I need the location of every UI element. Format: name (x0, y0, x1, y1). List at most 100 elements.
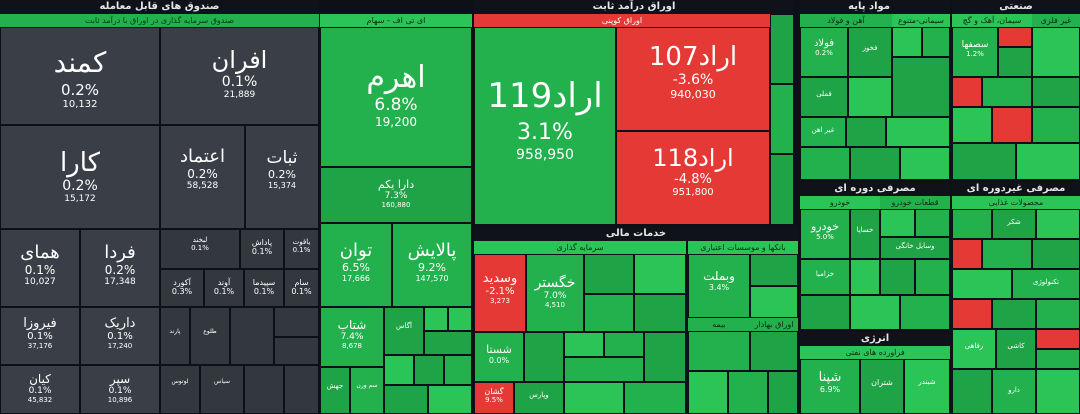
etf-tile-shetab[interactable]: شتاب 7.4% 8,678 (320, 307, 384, 367)
etf-tile-tavan[interactable]: توان 6.5% 17,666 (320, 223, 392, 307)
ind-tile-small[interactable] (952, 143, 1016, 180)
fin-tile-small[interactable] (750, 254, 798, 286)
cyc-tile-small[interactable] (915, 259, 950, 295)
fixed-tile-arad118[interactable]: اراد118 -4.8% 951,800 (616, 131, 770, 225)
etf-tile-small[interactable] (384, 355, 414, 385)
fin-tile-small[interactable] (688, 371, 728, 414)
ind-tile-small[interactable] (1032, 107, 1080, 143)
etf-tile-small[interactable] (384, 385, 428, 414)
fin-tile-vaparse[interactable]: وپارس (514, 382, 564, 414)
fin-tile-small[interactable] (728, 371, 768, 414)
etf-tile-ahrom[interactable]: اهرم 6.8% 19,200 (320, 27, 472, 167)
etf-tile-samvarn[interactable]: سم ورن (350, 367, 384, 414)
fin-tile-small[interactable] (564, 382, 624, 414)
fixed-tile-small[interactable] (770, 84, 794, 154)
energy-tile-shtran[interactable]: شتران (860, 359, 904, 414)
fund-tile-firuza[interactable]: فیروزا 0.1% 37,176 (0, 307, 80, 365)
fin-tile-small[interactable] (624, 382, 686, 414)
fin-tile-vbmellat[interactable]: وبملت 3.4% (688, 254, 750, 318)
cyc-tile-khzamia[interactable]: خزامیا (800, 259, 850, 295)
fixed-tile-arad119[interactable]: اراد119 3.1% 958,950 (474, 27, 616, 225)
base-tile-small[interactable] (900, 147, 950, 180)
noncyc-tile-small[interactable] (1036, 349, 1080, 369)
fund-tile-small[interactable] (274, 337, 319, 365)
ind-tile-kashi[interactable]: کاشی (996, 329, 1036, 369)
etf-tile-small[interactable] (424, 307, 448, 331)
base-tile-small[interactable] (800, 147, 850, 180)
fund-tile-small[interactable] (284, 365, 319, 414)
fund-tile-darik[interactable]: داریک 0.1% 17,240 (80, 307, 160, 365)
fund-tile-kamand[interactable]: کمند 0.2% 10,132 (0, 27, 160, 125)
noncyc-tile-small[interactable] (992, 299, 1036, 329)
base-tile-fmeli[interactable]: فملی (800, 77, 848, 117)
cyc-tile-small[interactable] (850, 259, 880, 295)
fin-tile-small[interactable] (584, 254, 634, 294)
fin-tile-gshan[interactable]: گشان 9.5% (474, 382, 514, 414)
cyc-tile-khodro[interactable]: خودرو 5.0% (800, 209, 850, 259)
etf-tile-palayesh[interactable]: پالایش 9.2% 147,570 (392, 223, 472, 307)
cyc-tile-small[interactable] (880, 259, 915, 295)
base-tile-small[interactable] (922, 27, 950, 57)
fund-tile-etemad[interactable]: اعتماد 0.2% 58,528 (160, 125, 245, 229)
fund-tile-akord[interactable]: آکورد 0.3% (160, 269, 204, 307)
etf-tile-small[interactable] (424, 331, 472, 355)
fund-tile-padash[interactable]: پاداش 0.1% (240, 229, 284, 269)
ind-tile-small[interactable] (1016, 143, 1080, 180)
fund-tile-avand[interactable]: آوند 0.1% (204, 269, 244, 307)
fund-tile-afran[interactable]: افران 0.1% 21,889 (160, 27, 319, 125)
etf-tile-jahesh[interactable]: جهش (320, 367, 350, 414)
noncyc-tile-small[interactable] (982, 239, 1032, 269)
noncyc-tile-small[interactable] (1036, 369, 1080, 414)
noncyc-tile-technology[interactable]: تکنولوژی (1012, 269, 1080, 299)
ind-tile-small[interactable] (1032, 77, 1080, 107)
cyc-tile-khsapa[interactable]: خساپا (850, 209, 880, 259)
fund-tile-tolu[interactable]: طلوع (190, 307, 230, 365)
noncyc-tile-daru[interactable]: دارو (992, 369, 1036, 414)
fixed-tile-small[interactable] (770, 14, 794, 84)
cyc-tile-appliances[interactable]: وسایل خانگی (880, 237, 950, 259)
cyc-tile-small[interactable] (880, 209, 915, 237)
fund-tile-kian[interactable]: کیان 0.1% 45,832 (0, 365, 80, 414)
fin-tile-small[interactable] (634, 254, 686, 294)
fund-tile-labkhand[interactable]: لبخند 0.1% (160, 229, 240, 269)
fin-tile-small[interactable] (564, 357, 644, 382)
fixed-tile-arad107[interactable]: اراد107 -3.6% 940,030 (616, 27, 770, 131)
base-tile-foolad[interactable]: فولاد 0.2% (800, 27, 848, 77)
fin-tile-small[interactable] (524, 332, 564, 382)
noncyc-tile-small[interactable] (1032, 239, 1080, 269)
fund-tile-yaghut[interactable]: یاقوت 0.1% (284, 229, 319, 269)
base-tile-small[interactable] (886, 117, 950, 147)
base-tile-small[interactable] (850, 147, 900, 180)
base-tile-small[interactable] (892, 27, 922, 57)
base-tile-small[interactable] (848, 77, 892, 117)
etf-tile-agas[interactable]: آگاس (384, 307, 424, 355)
noncyc-tile-small[interactable] (1036, 329, 1080, 349)
cyc-tile-small[interactable] (800, 295, 850, 330)
ind-tile-sesfaha[interactable]: سصفها 1.2% (952, 27, 998, 77)
base-tile-fkhuz[interactable]: فخوز (848, 27, 892, 77)
ind-tile-small[interactable] (982, 77, 1032, 107)
fund-tile-sabat[interactable]: ثبات 0.2% 15,374 (245, 125, 319, 229)
base-tile-small[interactable] (892, 57, 950, 117)
ind-tile-small[interactable] (992, 107, 1032, 143)
energy-tile-shbandar[interactable]: شبندر (904, 359, 950, 414)
fund-tile-sam[interactable]: سام 0.1% (284, 269, 319, 307)
etf-tile-dara-yekom[interactable]: دارا یکم 7.3% 160,880 (320, 167, 472, 223)
fund-tile-parand[interactable]: پارند (160, 307, 190, 365)
fund-tile-sias[interactable]: سیاس (200, 365, 244, 414)
fin-tile-small[interactable] (688, 331, 750, 371)
fin-tile-small[interactable] (768, 371, 798, 414)
fin-tile-small[interactable] (604, 332, 644, 357)
base-tile-gheyr-ahan[interactable]: غیر اهن (800, 117, 846, 147)
cyc-tile-small[interactable] (900, 295, 950, 330)
fin-tile-small[interactable] (750, 286, 798, 318)
noncyc-tile-small[interactable] (952, 269, 1012, 299)
fund-tile-separ[interactable]: سپر 0.1% 10,896 (80, 365, 160, 414)
etf-tile-small[interactable] (414, 355, 444, 385)
noncyc-tile-small[interactable] (1036, 299, 1080, 329)
fin-tile-khgostar[interactable]: خگستر 7.0% 4,510 (526, 254, 584, 332)
fin-tile-shasta[interactable]: شستا 0.0% (474, 332, 524, 382)
ind-tile-refahi[interactable]: رفاهی (952, 329, 996, 369)
fund-tile-kara[interactable]: کارا 0.2% 15,172 (0, 125, 160, 229)
fin-tile-vasdid[interactable]: وسدید -2.1% 3,273 (474, 254, 526, 332)
